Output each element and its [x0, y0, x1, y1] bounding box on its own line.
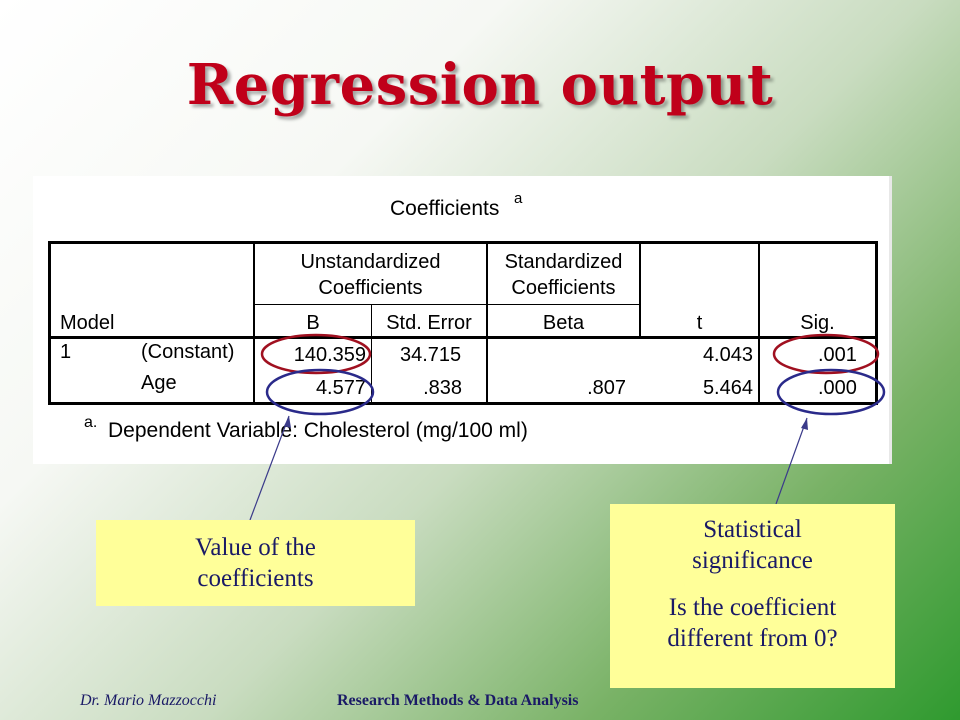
- table-bottom-border: [48, 402, 878, 405]
- table-header-bottom-border: [48, 336, 878, 339]
- row2-t: 5.464: [702, 377, 753, 399]
- significance-callout-line3: Is the coefficient: [668, 594, 837, 621]
- b-age-highlight-ellipse: [265, 368, 375, 416]
- footer-course: Research Methods & Data Analysis: [337, 692, 579, 709]
- row2-se: .838: [423, 377, 462, 399]
- unstandardized-header-line2: Coefficients: [318, 277, 423, 299]
- row2-sig: .000: [818, 377, 857, 399]
- arrow-to-significance: [775, 417, 808, 505]
- coefficients-callout: Value of the coefficients: [96, 520, 415, 606]
- coefficients-callout-line2: coefficients: [197, 565, 314, 592]
- row1-t: 4.043: [702, 344, 753, 366]
- panel-edge: [889, 176, 892, 464]
- model-column-divider: [253, 241, 255, 405]
- group-header-underline-2: [486, 304, 641, 305]
- significance-callout-line2: significance: [692, 547, 813, 574]
- row1-model: 1: [60, 341, 72, 363]
- table-top-border: [48, 241, 878, 244]
- row1-label: (Constant): [141, 341, 235, 363]
- spss-output-panel: [33, 176, 891, 464]
- unstd-column-divider: [486, 241, 488, 405]
- group-header-underline-1: [253, 304, 488, 305]
- row2-beta: .807: [587, 377, 626, 399]
- column-header-beta: Beta: [542, 312, 585, 334]
- row2-b: 4.577: [315, 377, 366, 399]
- b-constant-highlight-ellipse: [260, 333, 372, 375]
- row1-b: 140.359: [293, 344, 366, 366]
- arrow-to-coefficients: [249, 415, 290, 521]
- standardized-header-line1: Standardized: [504, 251, 623, 273]
- footnote-text: Dependent Variable: Cholesterol (mg/100 …: [108, 419, 528, 442]
- b-se-divider: [371, 304, 372, 405]
- significance-callout: Statistical significance Is the coeffici…: [610, 504, 895, 688]
- sig-constant-highlight-ellipse: [772, 333, 880, 375]
- table-right-border: [875, 241, 878, 405]
- slide-title: Regression output: [186, 52, 774, 118]
- coefficients-callout-line1: Value of the: [195, 534, 316, 561]
- standardized-header-line2: Coefficients: [511, 277, 616, 299]
- sig-age-highlight-ellipse: [776, 368, 886, 416]
- unstandardized-header-line1: Unstandardized: [300, 251, 441, 273]
- column-header-std-error: Std. Error: [386, 312, 472, 334]
- row1-se: 34.715: [400, 344, 462, 366]
- table-title-superscript: a: [514, 190, 523, 207]
- table-left-border: [48, 241, 51, 405]
- footnote-mark: a.: [84, 414, 98, 431]
- column-header-b: B: [306, 312, 320, 334]
- arrow-head-significance: [801, 418, 808, 430]
- significance-callout-line1: Statistical: [703, 516, 802, 543]
- arrow-head-coefficients: [284, 416, 291, 428]
- table-title: Coefficients: [390, 197, 500, 220]
- footer-author: Dr. Mario Mazzocchi: [80, 692, 217, 709]
- significance-callout-line4: different from 0?: [667, 625, 838, 652]
- column-header-sig: Sig.: [800, 312, 835, 334]
- std-column-divider: [639, 241, 641, 339]
- row2-label: Age: [141, 372, 177, 394]
- t-column-divider: [758, 241, 760, 405]
- column-header-model: Model: [60, 312, 115, 334]
- row1-sig: .001: [818, 344, 857, 366]
- column-header-t: t: [696, 312, 703, 334]
